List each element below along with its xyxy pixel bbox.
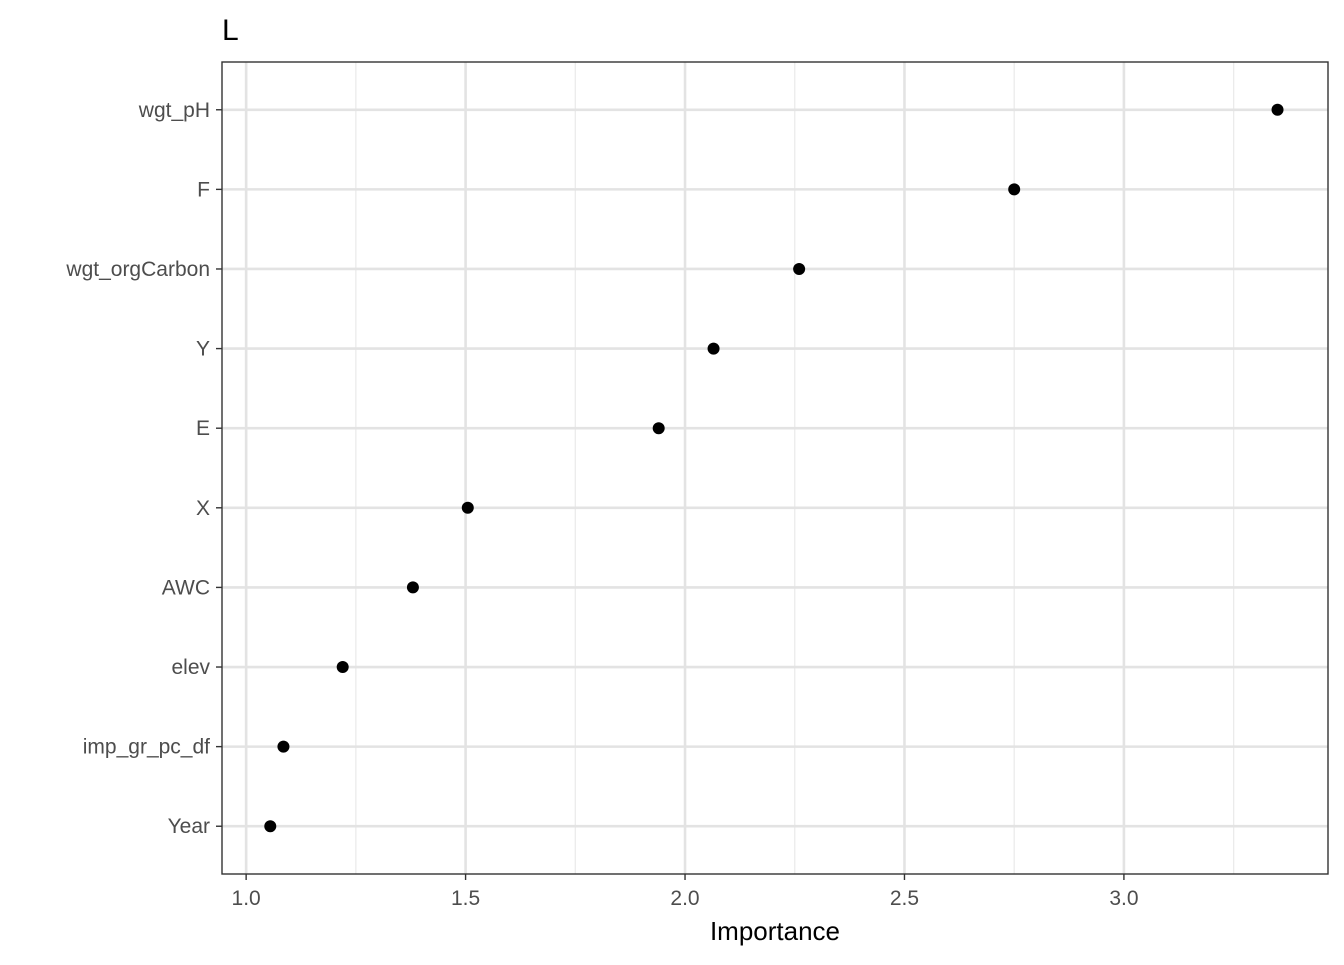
data-point <box>652 422 665 435</box>
x-tick-label: 2.5 <box>890 887 919 910</box>
data-point <box>264 820 277 833</box>
data-point <box>277 740 290 753</box>
data-points <box>264 103 1284 833</box>
y-tick-label: imp_gr_pc_df <box>83 736 210 759</box>
y-tick-label: Y <box>196 338 210 361</box>
y-tick-label: X <box>196 497 210 520</box>
y-tick-label: wgt_pH <box>138 99 210 122</box>
x-tick-label: 3.0 <box>1109 887 1138 910</box>
panel-border <box>221 61 1329 875</box>
data-point <box>707 342 720 355</box>
data-point <box>336 661 349 674</box>
grid-lines <box>222 62 1328 874</box>
x-tick-label: 1.0 <box>232 887 261 910</box>
y-tick-label: F <box>197 178 210 201</box>
panel-background <box>222 62 1328 874</box>
y-tick-label: elev <box>171 656 210 679</box>
plot-panel <box>222 62 1328 874</box>
y-tick-label: AWC <box>162 576 210 599</box>
data-point <box>461 501 474 514</box>
y-tick-label: wgt_orgCarbon <box>65 258 210 281</box>
x-tick-label: 1.5 <box>451 887 480 910</box>
chart-title: L <box>222 14 239 47</box>
y-tick-label: Year <box>168 815 210 838</box>
data-point <box>406 581 419 594</box>
y-tick-label: E <box>196 417 210 440</box>
data-point <box>1008 183 1021 196</box>
x-axis-title: Importance <box>710 916 840 946</box>
panel-frame <box>221 61 1329 875</box>
x-tick-label: 2.0 <box>670 887 699 910</box>
data-point <box>1271 103 1284 116</box>
x-axis: 1.0 1.5 2.0 2.5 3.0 <box>232 874 1139 910</box>
data-point <box>793 262 806 275</box>
